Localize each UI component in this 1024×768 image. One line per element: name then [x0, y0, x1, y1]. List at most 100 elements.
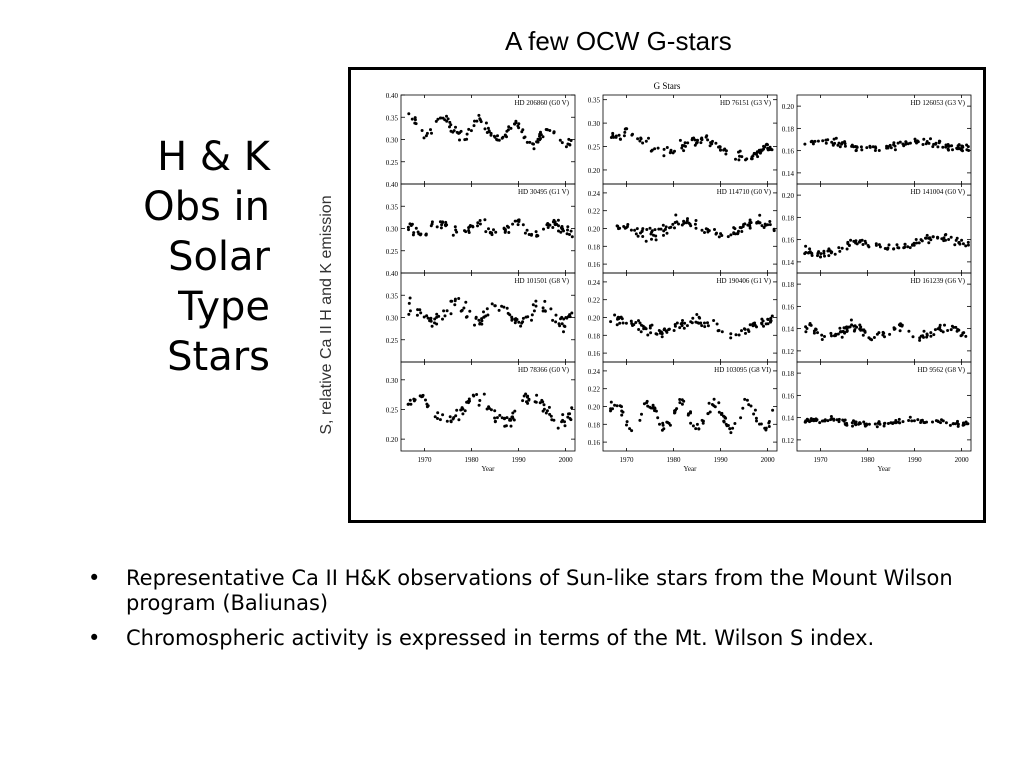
data-point — [936, 145, 940, 149]
data-point — [741, 406, 745, 410]
data-point — [897, 246, 901, 250]
data-point — [489, 408, 493, 412]
data-point — [953, 243, 957, 247]
data-point — [671, 222, 675, 226]
data-point — [625, 420, 629, 424]
data-point — [707, 229, 711, 233]
data-point — [908, 415, 912, 419]
y-tick-label: 0.16 — [588, 350, 601, 358]
data-point — [536, 140, 540, 144]
data-point — [913, 137, 917, 141]
data-point — [408, 296, 412, 300]
data-point — [769, 320, 772, 323]
data-point — [886, 146, 890, 150]
y-tick-label: 0.16 — [588, 261, 601, 269]
data-point — [536, 234, 540, 238]
data-point — [436, 411, 440, 415]
data-point — [762, 324, 765, 328]
data-point — [651, 403, 655, 407]
data-point — [874, 146, 878, 150]
y-tick-label: 0.35 — [588, 97, 601, 105]
data-point — [530, 313, 534, 317]
data-point — [509, 424, 513, 428]
y-tick-label: 0.14 — [782, 326, 795, 334]
data-point — [465, 132, 469, 136]
data-point — [834, 136, 838, 140]
data-point — [873, 422, 877, 426]
data-point — [638, 418, 642, 422]
data-point — [560, 322, 564, 326]
data-point — [738, 154, 741, 158]
data-point — [516, 223, 520, 227]
data-point — [895, 243, 899, 247]
data-point — [636, 137, 640, 141]
data-point — [873, 149, 877, 152]
data-point — [684, 221, 688, 225]
data-point — [568, 315, 572, 319]
data-point — [693, 138, 697, 142]
figure-heading: A few OCW G-stars — [505, 26, 732, 56]
data-point — [568, 233, 571, 236]
data-point — [480, 319, 484, 323]
y-tick-label: 0.18 — [782, 214, 795, 222]
data-point — [673, 409, 676, 413]
data-point — [953, 422, 957, 426]
data-point — [556, 218, 560, 222]
data-point — [458, 138, 461, 142]
data-point — [468, 309, 472, 313]
data-point — [823, 254, 826, 258]
data-point — [407, 228, 410, 232]
data-point — [653, 228, 657, 232]
data-point — [482, 392, 486, 396]
data-point — [552, 220, 556, 224]
data-point — [845, 329, 849, 333]
y-tick-label: 0.14 — [782, 170, 795, 178]
data-point — [613, 403, 617, 407]
data-point — [534, 299, 538, 303]
data-point — [658, 331, 662, 335]
data-point — [406, 225, 410, 229]
data-point — [694, 219, 698, 222]
data-point — [826, 419, 830, 423]
data-point — [710, 403, 714, 406]
data-point — [554, 313, 558, 317]
data-point — [563, 325, 567, 328]
data-point — [636, 234, 640, 238]
data-point — [803, 252, 807, 256]
data-point — [962, 421, 965, 425]
data-point — [841, 329, 845, 333]
data-point — [887, 243, 891, 247]
data-point — [570, 311, 574, 315]
data-point — [445, 114, 448, 118]
data-point — [892, 143, 896, 147]
x-axis-label: Year — [482, 465, 496, 473]
data-point — [407, 301, 411, 305]
data-point — [678, 401, 682, 405]
y-tick-label: 0.24 — [588, 279, 601, 287]
data-point — [457, 297, 461, 300]
data-point — [898, 140, 902, 144]
data-point — [717, 145, 720, 149]
data-point — [892, 326, 896, 330]
panel-star-label: HD 190406 (G1 V) — [716, 277, 771, 285]
data-point — [947, 238, 951, 241]
data-point — [878, 245, 882, 249]
data-point — [961, 242, 965, 246]
data-point — [763, 145, 767, 149]
data-point — [505, 135, 508, 139]
data-point — [811, 140, 815, 144]
y-tick-label: 0.25 — [386, 337, 399, 345]
data-point — [768, 223, 772, 227]
data-point — [883, 421, 887, 425]
data-point — [478, 399, 482, 402]
data-point — [839, 330, 843, 334]
data-point — [467, 127, 471, 131]
data-point — [849, 318, 853, 322]
data-point — [714, 141, 718, 145]
data-point — [525, 400, 528, 404]
data-point — [648, 226, 652, 230]
data-point — [485, 407, 489, 411]
data-point — [541, 409, 545, 413]
data-point — [513, 409, 517, 413]
data-point — [712, 397, 716, 401]
